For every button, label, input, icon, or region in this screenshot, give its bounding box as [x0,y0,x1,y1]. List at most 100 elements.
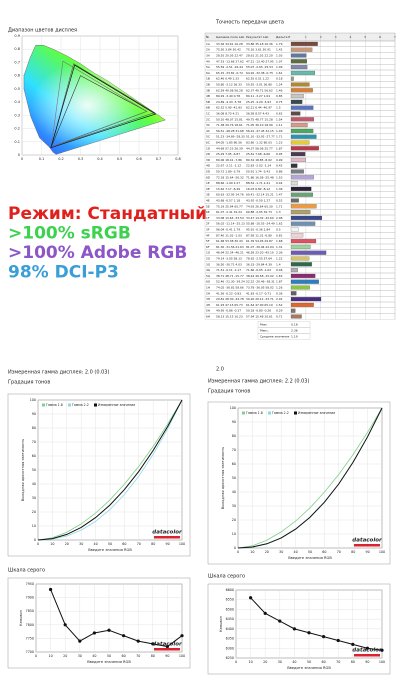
table-cell: 46.94 22.34 -46.21 [216,251,244,255]
y-tick-label: 6550 [226,598,234,602]
delta-e-bar [290,181,298,186]
delta-e-bar [290,59,307,64]
table-cell: 1.23 [276,141,283,145]
data-point [63,623,67,627]
table-cell: 25.25 -4.29 -5.93 [246,100,271,104]
table-cell: 65.15 -33.81 -0.72 [216,71,243,75]
table-cell: 2.02 [276,297,283,301]
summary-label: Макс. [260,328,269,332]
table-cell: 1.26 [276,286,283,290]
table-cell: 87.40 11.02 -1.03 [216,233,242,237]
summary-value: 2.36 [291,328,298,332]
table-cell: 61.93 47.15 65.73 [216,303,243,307]
table-cell: 62.52 5.90 -41.83 [216,106,242,110]
delta-e-bar [290,192,313,197]
line-chart: Измеренная гамма дисплея: 2.0 (0.03) Град… [7,370,191,557]
table-cell: 81.30 -31.56 21.63 [216,245,244,249]
table-cell: 5F [206,239,210,243]
x-tick-label: 50 [307,660,311,664]
mode-line: >100% sRGB [8,224,131,244]
table-cell: 44.37 58.06 25.77 [246,146,273,150]
table-cell: 56.51 -48.28 31.68 [216,129,244,133]
legend-swatch [268,411,271,415]
table-cell: 2.36 [276,251,283,255]
table-cell: 1.24 [276,83,283,87]
y-axis-label: Кельвин [219,615,223,632]
data-point [122,634,126,638]
table-cell: 0.5 [276,228,281,232]
series-line [37,399,183,541]
y-tick-label: 7750 [26,636,34,640]
table-cell: 1.52 [276,303,283,307]
table-cell: 75.50 3.84 30.42 [216,48,241,52]
table-cell: 1.5 [276,106,281,110]
table-cell: 25.29 7.95 -6.87 [216,152,240,156]
table-cell: 96.04 -0.41 1.79 [216,228,240,232]
x-tick-label: 20 [263,660,267,664]
series-line [37,399,183,541]
series-line [237,407,383,549]
table-cell: 72.18 15.64 -26.32 [216,175,244,179]
table-cell: 46.58 23.20 -45.10 [246,251,274,255]
x-tick-label: 100 [379,660,385,664]
y-tick-label: 6450 [226,617,234,621]
table-cell: 71.38 29.76 18.61 [216,123,243,127]
y-tick-label: 20 [232,518,236,522]
x-tick-label: 80 [351,550,355,554]
data-point [107,628,111,632]
brand: datacolor [352,538,382,544]
table-cell: 3D [206,158,211,162]
x-axis-label: Введите значения RGB [88,548,132,552]
table-cell: 71.86 16.08 -25.48 [246,175,274,179]
brand: datacolor [152,530,182,536]
delta-e-bar [290,215,323,220]
table-header: Дельта Е [276,35,290,39]
x-tick-label: 90 [165,542,169,546]
table-cell: 6H [206,315,210,319]
color-accuracy-table: Точность передачи цвета № Целевое поле Lab… [204,20,396,340]
data-point [322,635,326,639]
table-cell: 50.91 1.74 -3.43 [246,170,270,174]
delta-e-bar [290,221,316,226]
chart-title: Шкала серого [208,574,245,580]
summary-label: Среднее значение [260,334,289,338]
table-cell: 1.07 [276,59,283,63]
y-axis-label: Кельвин [19,609,23,626]
table-cell: 28.61 21.02 22.20 [246,54,273,58]
table-cell: 3H [206,297,210,301]
table-cell: 3A [206,54,210,58]
table-cell: 80.29 -3.40 0.78 [216,94,240,98]
table-cell: 51.23 -34.89 -28.33 [216,135,245,139]
y-tick-label: 30 [32,496,36,500]
table-cell: 1H [206,286,210,290]
line-chart: Измеренная гамма дисплея: 2.2 (0.03) Град… [207,379,391,565]
chart-subtitle: Градация тонов [208,389,250,395]
y-axis-label: Выходная яркостная светимость [221,447,225,510]
x-tick-label: 100 [379,550,385,554]
data-point [180,634,184,638]
x-tick-label: 90 [165,654,169,658]
table-cell: 0.86 [276,170,283,174]
brand-bar [354,544,380,547]
table-cell: 3F [206,228,210,232]
x-tick-label: 30 [79,542,83,546]
table-cell: 2G [206,257,210,261]
chart-title: Шкала серого [8,568,45,574]
legend-swatch [242,411,245,415]
table-cell: 25.61 7.68 -6.66 [246,152,270,156]
y-tick-label: 40 [32,482,36,486]
delta-e-bar [290,308,296,313]
table-cell: 47.53 -13.66 27.62 [216,59,244,63]
table-cell: 1.87 [276,146,283,150]
y-tick-label: 6500 [226,607,234,611]
table-cell: 1.09 [276,65,283,69]
delta-e-bar [290,175,314,180]
gamut-triangle [50,60,148,148]
table-cell: 29.81 28.30 -34.78 [216,297,244,301]
table-cell: 30.20 29.12 -33.71 [246,297,274,301]
x-tick-label: 50 [108,542,112,546]
table-cell: 22.67 -2.11 -1.12 [216,164,241,168]
data-point [151,642,155,646]
table-cell: 1.49 [276,129,283,133]
